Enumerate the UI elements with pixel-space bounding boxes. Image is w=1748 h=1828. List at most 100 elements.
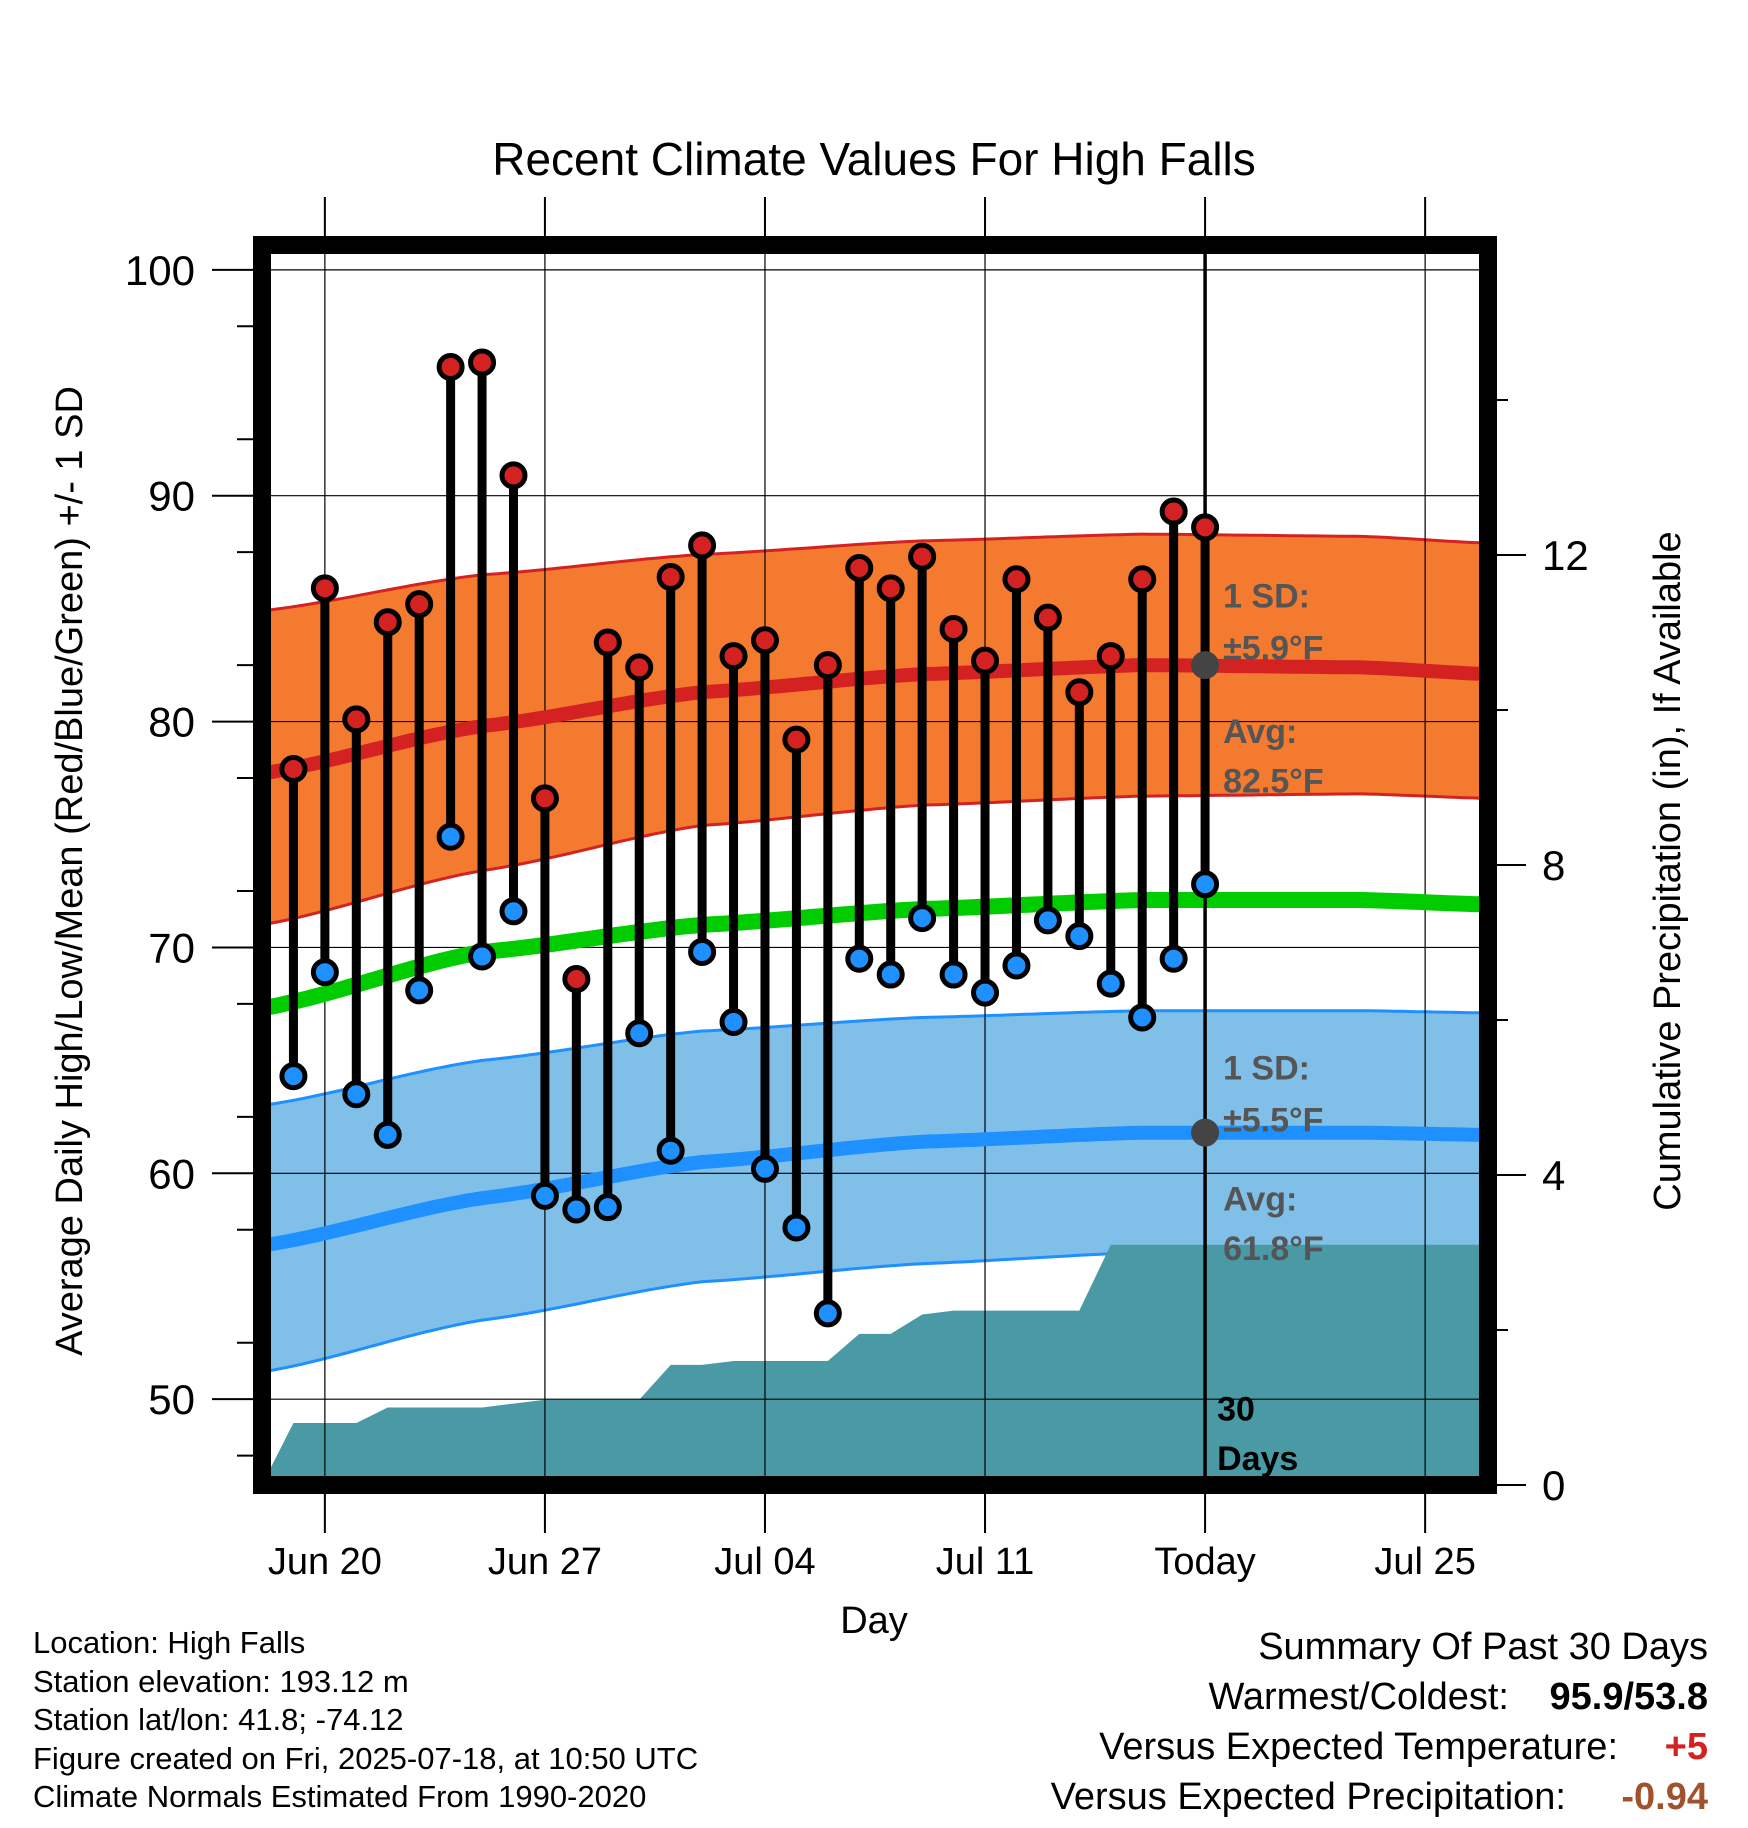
summary-heading: Summary Of Past 30 Days (1258, 1626, 1708, 1668)
summary-precip: Versus Expected Precipitation: -0.94 (1051, 1772, 1708, 1822)
observations (279, 348, 1220, 1328)
low-temp-point (971, 978, 1000, 1007)
low-temp-point (593, 1193, 622, 1222)
high-temp-point (1159, 497, 1188, 526)
high-temp-point (908, 542, 937, 571)
high-temp-point (499, 461, 528, 490)
summary-warm-cold: Warmest/Coldest: 95.9/53.8 (1051, 1672, 1708, 1722)
precip-label: Versus Expected Precipitation: (1050, 1776, 1566, 1818)
today-high-avg-marker (1191, 651, 1220, 680)
low-temp-point (468, 942, 497, 971)
precip-area (262, 1244, 1488, 1485)
low-temp-point (1096, 969, 1125, 998)
low-temp-point (782, 1213, 811, 1242)
y-tick-label: 100 (125, 247, 195, 294)
window-label-days: Days (1217, 1440, 1298, 1478)
high-temp-point (1002, 565, 1031, 594)
high-temp-point (1065, 678, 1094, 707)
high-temp-point (1033, 603, 1062, 632)
mean-avg-line (262, 892, 1488, 1017)
y-tick-label: 50 (148, 1376, 195, 1423)
x-axis-label: Day (840, 1600, 908, 1642)
low-temp-point (813, 1299, 842, 1328)
high-temp-point (279, 755, 308, 784)
high-upper-edge (262, 532, 1488, 613)
high-avg-label: Avg: (1223, 713, 1297, 751)
high-temp-point (719, 642, 748, 671)
low-temp-point (310, 958, 339, 987)
low-avg-line (262, 1125, 1488, 1253)
low-temp-point (436, 822, 465, 851)
low-temp-point (562, 1195, 591, 1224)
high-temp-point (625, 653, 654, 682)
window-label-30: 30 (1217, 1390, 1255, 1428)
created-text: Figure created on Fri, 2025-07-18, at 10… (33, 1740, 699, 1776)
summary-temp: Versus Expected Temperature: +5 (1051, 1722, 1708, 1772)
y-tick-label: 90 (148, 473, 195, 520)
low-temp-point (719, 1007, 748, 1036)
y2-tick-label: 0 (1542, 1462, 1565, 1509)
low-temp-point (405, 976, 434, 1005)
low-upper-edge (262, 1009, 1488, 1107)
low-avg-value: 61.8°F (1223, 1230, 1324, 1268)
plot-content: 1 SD: ±5.9°F Avg: 82.5°F 1 SD: ±5.5°F Avg: 61.8… (262, 245, 1488, 1485)
y2-tick-label: 12 (1542, 532, 1589, 579)
low-temp-point (750, 1154, 779, 1183)
low-sd-value: ±5.5°F (1223, 1101, 1323, 1139)
y2-tick-label: 4 (1542, 1152, 1565, 1199)
low-temp-point (342, 1080, 371, 1109)
high-temp-point (750, 626, 779, 655)
low-temp-point (1128, 1003, 1157, 1032)
high-temp-point (845, 553, 874, 582)
high-temp-point (593, 628, 622, 657)
high-temp-point (373, 608, 402, 637)
low-temp-point (1002, 951, 1031, 980)
low-avg-label: Avg: (1223, 1180, 1297, 1218)
high-lower-edge (262, 792, 1488, 927)
x-tick-label: Jul 25 (1374, 1541, 1475, 1583)
low-temp-point (656, 1136, 685, 1165)
high-temp-point (971, 646, 1000, 675)
warm-cold-label: Warmest/Coldest: (1208, 1676, 1509, 1718)
high-temp-point (1191, 513, 1220, 542)
summary-panel: Summary Of Past 30 Days Warmest/Coldest:… (1051, 1622, 1708, 1822)
y-tick-label: 70 (148, 924, 195, 971)
high-temp-point (782, 725, 811, 754)
low-temp-point (530, 1181, 559, 1210)
station-info: Location: High Falls Station elevation: … (33, 1624, 698, 1817)
low-temp-point (939, 960, 968, 989)
y-tick-label: 80 (148, 699, 195, 746)
y-tick-label: 60 (148, 1150, 195, 1197)
x-tick-label: Today (1154, 1541, 1255, 1583)
high-avg-line (262, 658, 1488, 781)
high-sd-value: ±5.9°F (1223, 629, 1323, 667)
low-temp-point (1191, 870, 1220, 899)
high-sd-label: 1 SD: (1223, 577, 1310, 615)
low-temp-point (625, 1019, 654, 1048)
x-tick-label: Jun 27 (488, 1541, 602, 1583)
temp-label: Versus Expected Temperature: (1099, 1726, 1618, 1768)
warm-cold-value: 95.9/53.8 (1549, 1676, 1708, 1718)
high-temp-point (436, 352, 465, 381)
chart-title: Recent Climate Values For High Falls (492, 133, 1256, 185)
low-sd-label: 1 SD: (1223, 1049, 1310, 1087)
low-sd-band (262, 1010, 1488, 1373)
high-temp-point (530, 784, 559, 813)
high-temp-point (342, 705, 371, 734)
y-axis-label: Average Daily High/Low/Mean (Red/Blue/Gr… (49, 386, 91, 1356)
low-temp-point (908, 904, 937, 933)
high-temp-point (876, 574, 905, 603)
x-tick-label: Jul 04 (714, 1541, 815, 1583)
latlon-text: Station lat/lon: 41.8; -74.12 (33, 1702, 404, 1737)
location-text: Location: High Falls (33, 1625, 306, 1660)
high-temp-point (656, 563, 685, 592)
today-low-avg-marker (1191, 1118, 1220, 1147)
plot-area: 1 SD: ±5.9°F Avg: 82.5°F 1 SD: ±5.5°F Avg: 61.8… (125, 197, 1589, 1583)
high-sd-band (262, 534, 1488, 925)
low-temp-point (1033, 906, 1062, 935)
precip-value: -0.94 (1621, 1776, 1708, 1818)
low-temp-point (688, 937, 717, 966)
y2-axis-label: Cumulative Precipitation (in), If Availa… (1647, 531, 1689, 1210)
high-temp-point (562, 965, 591, 994)
normals-text: Climate Normals Estimated From 1990-2020 (33, 1779, 647, 1814)
